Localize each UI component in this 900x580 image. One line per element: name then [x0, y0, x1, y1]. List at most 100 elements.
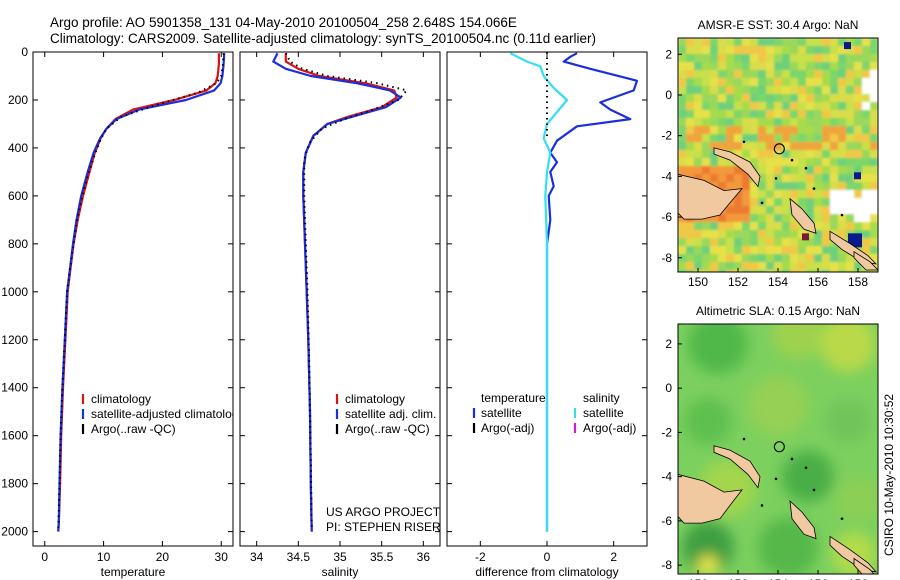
sst-cell — [686, 254, 694, 262]
sst-cell — [742, 174, 750, 182]
sst-cell — [782, 174, 790, 182]
sst-cell — [870, 70, 878, 78]
sst-cell — [806, 118, 814, 126]
sst-cell — [870, 230, 878, 238]
sst-cell — [750, 230, 758, 238]
sst-dark-cell — [848, 233, 862, 248]
sst-cell — [766, 94, 774, 102]
sst-cell — [798, 166, 806, 174]
sst_map-ytick-label: -2 — [661, 129, 672, 143]
sst-cell — [814, 102, 822, 110]
sla-blob — [748, 375, 808, 436]
sst-cell — [750, 222, 758, 230]
sla_map-ytick-label: -2 — [661, 425, 672, 439]
sst-cell — [774, 238, 782, 246]
sst-cell — [734, 166, 742, 174]
sst-cell — [806, 54, 814, 62]
sst-cell — [734, 222, 742, 230]
sst-cell — [750, 214, 758, 222]
sst-cell — [822, 134, 830, 142]
sla_map-title: Altimetric SLA: 0.15 Argo: NaN — [696, 304, 860, 318]
sst-cell — [790, 126, 798, 134]
sst-cell — [798, 110, 806, 118]
sst-cell — [790, 166, 798, 174]
sst-cell — [710, 238, 718, 246]
legend-salinity-label: satellite — [583, 406, 624, 420]
sst-cell — [814, 230, 822, 238]
sst-cell — [718, 222, 726, 230]
sst-cell — [742, 46, 750, 54]
sst-cell — [750, 270, 758, 272]
sst-cell — [710, 142, 718, 150]
sst-cell — [830, 214, 838, 222]
sst-cell — [870, 126, 878, 134]
land-polygon — [853, 250, 878, 271]
panel-temperature: 0 10 20 30 0 200 400 600 800 1000 1200 1400 1600 1800… — [1, 45, 234, 579]
sst-cell — [678, 46, 686, 54]
sst-cell — [742, 150, 750, 158]
sst-cell — [822, 46, 830, 54]
sst-cell — [862, 78, 870, 86]
sst-cell — [678, 158, 686, 166]
sst-cell — [686, 94, 694, 102]
sst-cell — [774, 206, 782, 214]
temperature-xlabel: temperature — [101, 565, 166, 579]
sst-cell — [678, 70, 686, 78]
sst-cell — [694, 86, 702, 94]
sst-cell — [734, 214, 742, 222]
sla_map-ytick-label: -6 — [661, 514, 672, 528]
land-polygon — [789, 499, 817, 540]
sla-blob — [782, 450, 834, 503]
sst-cell — [750, 54, 758, 62]
sst-cell — [798, 70, 806, 78]
sst-cell — [806, 86, 814, 94]
sst-cell — [734, 254, 742, 262]
sst-cell — [862, 158, 870, 166]
sst-cell — [750, 206, 758, 214]
sst-cell — [814, 238, 822, 246]
sst-cell — [726, 38, 734, 46]
sst-cell — [830, 182, 838, 190]
sst-cell — [838, 134, 846, 142]
salinity-xlabel: salinity — [322, 565, 359, 579]
sst-cell — [686, 134, 694, 142]
sst-cell — [846, 150, 854, 158]
sst-cell — [750, 102, 758, 110]
sst-cell — [854, 54, 862, 62]
sst-cell — [750, 262, 758, 270]
sst-cell — [870, 222, 878, 230]
sst-cell — [686, 158, 694, 166]
sst-cell — [718, 70, 726, 78]
sst-cell — [726, 46, 734, 54]
sst-cell — [822, 206, 830, 214]
sst-cell — [750, 142, 758, 150]
sst-cell — [846, 134, 854, 142]
sst-cell — [798, 246, 806, 254]
sst-cell — [694, 62, 702, 70]
sst-cell — [710, 254, 718, 262]
sst-cell — [726, 182, 734, 190]
salinity-legend-label: Argo(..raw -QC) — [345, 422, 430, 436]
sst-cell — [726, 246, 734, 254]
sst-cell — [838, 78, 846, 86]
sst-cell — [702, 238, 710, 246]
salinity-series-group — [272, 52, 408, 532]
sst-cell — [838, 190, 846, 198]
sst-cell — [766, 206, 774, 214]
sst-cell — [838, 262, 846, 270]
sst-cell — [798, 150, 806, 158]
sst-cell — [694, 150, 702, 158]
sst-cell — [766, 46, 774, 54]
sst-cell — [854, 182, 862, 190]
sst-cell — [782, 206, 790, 214]
sst-cell — [694, 38, 702, 46]
sst-cell — [694, 110, 702, 118]
sst-cell — [758, 214, 766, 222]
sst-cell — [726, 142, 734, 150]
sst-cell — [702, 142, 710, 150]
sst-cell — [702, 150, 710, 158]
sst-cell — [726, 110, 734, 118]
island-dot — [790, 457, 794, 461]
sst-cell — [798, 94, 806, 102]
